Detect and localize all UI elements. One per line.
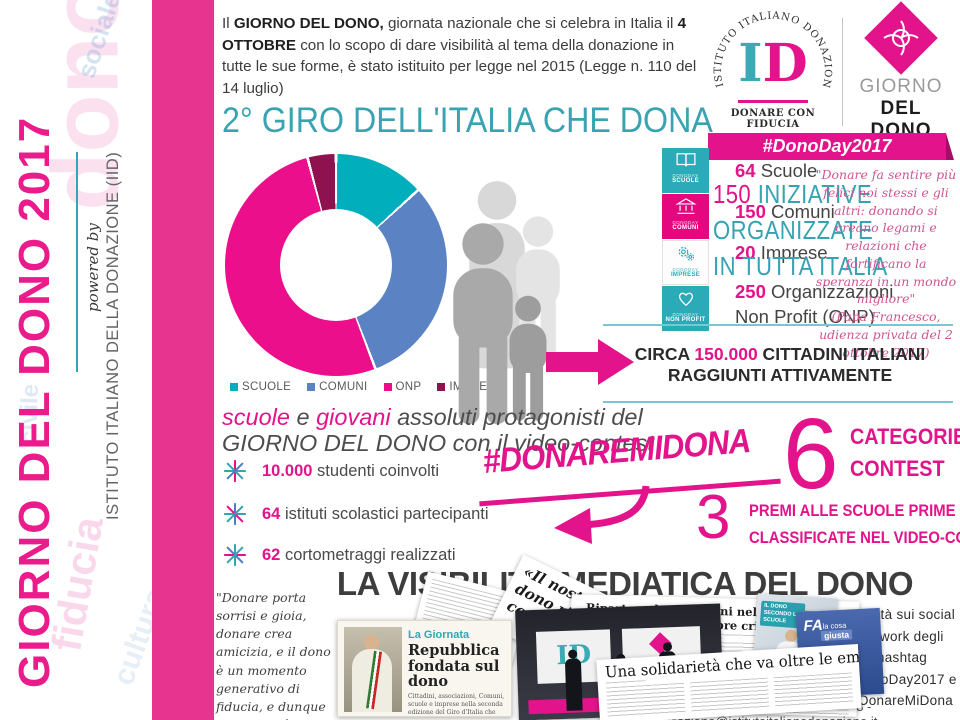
- asterisk-icon: [224, 503, 246, 525]
- bank-icon: [674, 198, 697, 214]
- tile-donoday-imprese: DONODAY IMPRESE: [662, 240, 709, 285]
- bullet-studenti: 10.000 studenti coinvolti: [224, 460, 439, 482]
- contest-label-1: CATEGORIE: [850, 424, 960, 449]
- teal-divider-top: [603, 324, 953, 326]
- giorno-del-dono-logo: GIORNO DEL DONO: [848, 1, 954, 141]
- stat-imprese: 20 Imprese: [735, 242, 828, 263]
- powered-by-label: powered by: [84, 223, 102, 312]
- legend-swatch: [383, 383, 392, 391]
- gdd-diamond-icon: [864, 1, 938, 75]
- gdd-wordmark-line1: GIORNO: [859, 76, 943, 97]
- tile-donoday-scuole: DONODAY SCUOLE: [662, 148, 709, 193]
- legend-item: COMUNI: [307, 381, 367, 393]
- main-heading: 2° GIRO DELL'ITALIA CHE DONA: [222, 101, 713, 140]
- person-silhouette-child: [509, 295, 547, 421]
- book-icon: [675, 153, 696, 167]
- bullet-cortometraggi: 62 cortometraggi realizzati: [224, 544, 456, 566]
- asterisk-icon: [224, 544, 246, 566]
- iid-logo: ISTITUTO ITALIANO DONAZIONE ID DONARE CO…: [708, 4, 838, 130]
- tile-donoday-comuni: DONODAY COMUNI: [662, 194, 709, 239]
- reach-statement: CIRCA 150.000 CITTADINI ITALIANI RAGGIUN…: [634, 344, 926, 385]
- clipping-la-giornata: La Giornata Repubblica fondata sul dono …: [337, 620, 512, 717]
- iid-monogram: ID: [738, 33, 808, 94]
- donut-chart: [225, 154, 447, 376]
- left-sidebar: dono sociale civile fiducia cultura GIOR…: [0, 0, 215, 720]
- tile-donoday-nonprofit: DONODAY NON PROFIT: [662, 286, 709, 331]
- teal-divider-bottom: [603, 401, 953, 403]
- stat-onp-line2: Non Profit (ONP): [735, 306, 875, 327]
- legend-item: ONP: [383, 381, 422, 393]
- stat-onp: 250 Organizzazioni: [735, 281, 894, 302]
- stat-scuole: 64 Scuole: [735, 160, 818, 181]
- magenta-accent-bar: [152, 0, 214, 720]
- iniziative-block: 150 INIZIATIVE ORGANIZZATE IN TUTTA ITAL…: [713, 179, 888, 281]
- contest-label-2: CONTEST: [850, 456, 945, 481]
- contest-number-6: 6: [783, 398, 839, 510]
- mattarella-photo: [344, 627, 402, 712]
- premi-label-2: CLASSIFICATE NEL VIDEO-CONTEST: [749, 529, 960, 547]
- person-silhouette-adult-front: [453, 223, 513, 424]
- heart-icon: [678, 292, 693, 307]
- legend-swatch: [437, 383, 446, 391]
- stat-comuni: 150 Comuni: [735, 201, 835, 222]
- premi-number-3: 3: [696, 483, 731, 552]
- logo-block: ISTITUTO ITALIANO DONAZIONE ID DONARE CO…: [708, 1, 954, 160]
- iid-tagline: DONARE CON FIDUCIA: [730, 108, 816, 130]
- asterisk-icon: [224, 460, 246, 482]
- intro-paragraph: Il GIORNO DEL DONO, giornata nazionale c…: [222, 15, 697, 97]
- iid-arc-text: ISTITUTO ITALIANO DONAZIONE: [710, 4, 832, 90]
- quote-papa-francesco: "Donare fa sentire più felici noi stessi…: [815, 167, 957, 360]
- legend-item: SCUOLE: [230, 381, 291, 393]
- organization-name-vertical: ISTITUTO ITALIANO DELLA DONAZIONE (IID): [104, 151, 122, 520]
- right-arrow-icon: [546, 339, 634, 385]
- legend-swatch: [307, 383, 316, 391]
- sidebar-divider-line: [76, 152, 78, 372]
- legend-swatch: [230, 383, 238, 391]
- premi-label-1: PREMI ALLE SCUOLE PRIME: [749, 502, 956, 520]
- event-title-vertical: GIORNO DEL DONO 2017: [10, 115, 59, 688]
- quote-mattarella: "Donare porta sorrisi e gioia, donare cr…: [216, 590, 331, 720]
- event-person: [564, 658, 583, 711]
- protagonisti-caption: scuole e giovani assoluti protagonisti d…: [222, 404, 654, 456]
- bullet-istituti: 64 istituti scolastici partecipanti: [224, 503, 489, 525]
- logo-divider: [842, 18, 843, 126]
- curved-arrow-icon: [554, 485, 650, 544]
- gears-icon: [678, 246, 694, 261]
- watermark-text: sociale: [70, 0, 127, 82]
- iid-underline: [738, 100, 808, 103]
- donoday-ribbon: #DonoDay2017: [708, 133, 954, 160]
